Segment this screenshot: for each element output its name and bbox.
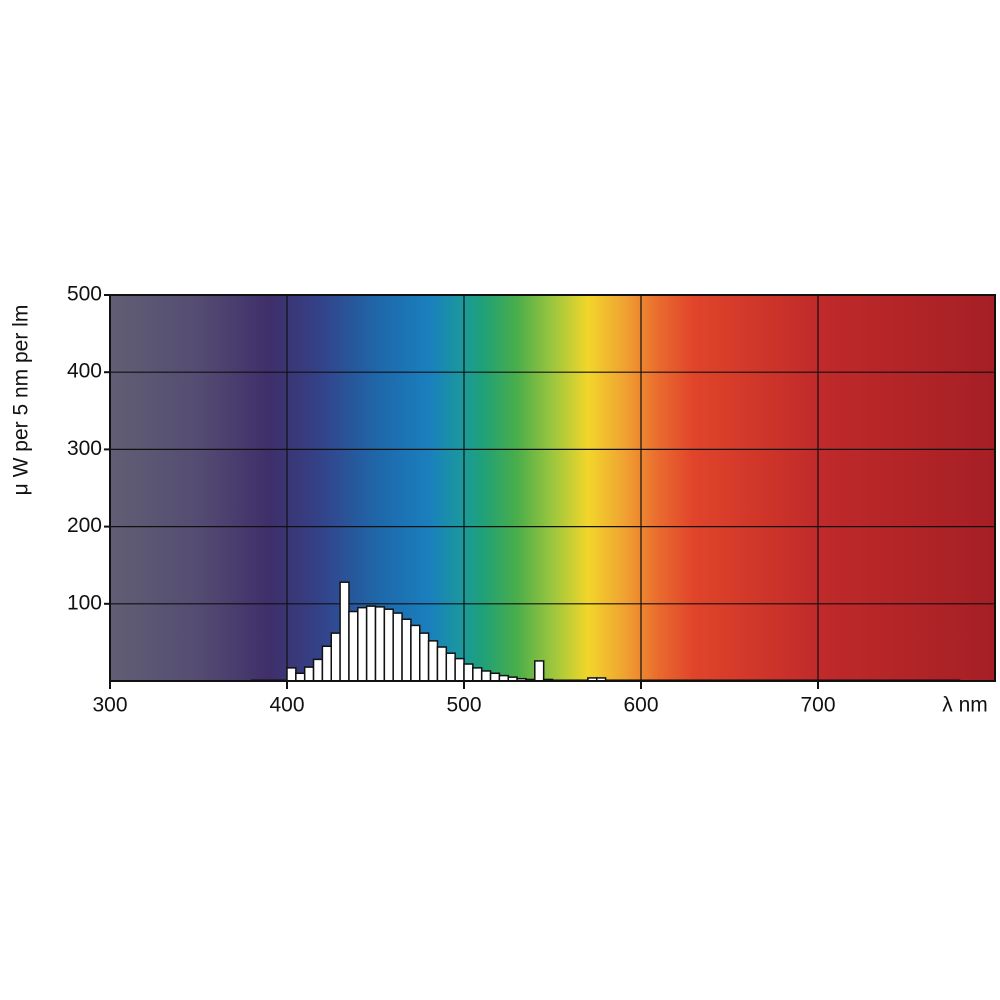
plot-frame (109, 294, 996, 682)
bar (445, 652, 456, 682)
bar (365, 605, 377, 682)
x-tick-label: 500 (446, 694, 481, 717)
bar (286, 667, 297, 682)
bar (419, 632, 430, 682)
y-axis-label: μ W per 5 nm per lm (10, 305, 33, 496)
x-tick-label: 300 (92, 694, 127, 717)
bar (463, 663, 474, 682)
bar (454, 657, 465, 682)
y-tick-label: 400 (67, 360, 102, 383)
bar (410, 624, 421, 682)
bar (480, 670, 492, 682)
bar (472, 667, 483, 682)
x-tick-label: 700 (800, 694, 835, 717)
bar (383, 608, 394, 682)
bar (312, 658, 324, 682)
y-tick-label: 200 (67, 514, 102, 537)
y-tick-label: 300 (67, 437, 102, 460)
bar (330, 632, 341, 682)
bar (436, 646, 448, 682)
spectrum-background (110, 295, 995, 681)
bar (427, 640, 439, 682)
x-tick-label: 600 (623, 694, 658, 717)
bar (339, 581, 350, 682)
bar (392, 612, 403, 682)
bar (357, 606, 368, 682)
bar (348, 610, 359, 682)
x-axis-label: λ nm (942, 694, 988, 717)
bar (374, 606, 386, 682)
bar (303, 666, 315, 682)
bar (295, 672, 306, 682)
bar (534, 660, 545, 682)
x-tick-label: 400 (269, 694, 304, 717)
y-tick-label: 100 (67, 591, 102, 614)
bar (401, 618, 412, 682)
bar (321, 645, 332, 682)
bar (489, 672, 501, 682)
y-tick-label: 500 (67, 283, 102, 306)
